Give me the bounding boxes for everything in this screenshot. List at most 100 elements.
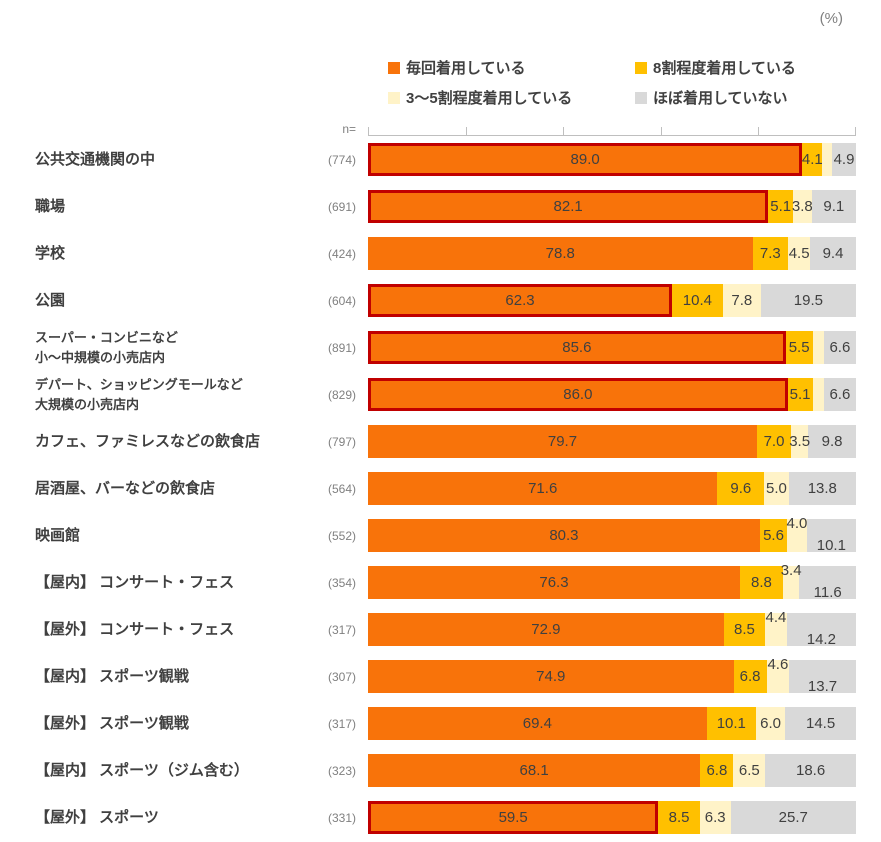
legend: 毎回着用している 8割程度着用している 3〜5割程度着用している ほぼ着用していない: [388, 57, 796, 108]
segment-always: 76.3: [368, 566, 740, 599]
segment-80pct: 7.3: [752, 237, 789, 270]
sample-size: (774): [327, 152, 356, 167]
segment-always: 79.7: [368, 425, 757, 458]
segment-30-50pct: 4.0: [786, 515, 807, 552]
segment-value: 71.6: [528, 480, 558, 497]
segment-value: 7.8: [731, 292, 753, 309]
category-label: 映画館: [35, 526, 81, 544]
segment-value: 4.1: [801, 151, 823, 168]
axis-tick: [758, 127, 760, 135]
segment-rarely: 9.8: [808, 425, 856, 458]
stacked-bar: 86.0 5.1 6.6: [368, 378, 856, 411]
segment-value: 14.2: [806, 631, 836, 648]
chart-row: 【屋内】 スポーツ観戦 (307) 74.9 6.8 4.6 13.7: [0, 653, 881, 700]
sample-size: (354): [327, 575, 356, 590]
chart-row: 【屋外】 コンサート・フェス (317) 72.9 8.5 4.4 14.2: [0, 606, 881, 653]
chart-row: 職場 (691) 82.1 5.1 3.8 9.1: [0, 183, 881, 230]
legend-item: 8割程度着用している: [635, 57, 796, 78]
segment-30-50pct: 4.5: [788, 237, 811, 270]
segment-80pct: 10.4: [672, 284, 723, 317]
segment-30-50pct: 5.0: [764, 472, 789, 505]
segment-80pct: 8.8: [739, 566, 783, 599]
segment-value: 89.0: [570, 151, 600, 168]
segment-always: 82.1: [368, 190, 769, 223]
axis-tick: [465, 127, 467, 135]
sample-size: (797): [327, 434, 356, 449]
n-header: n=: [342, 122, 356, 136]
segment-value: 6.6: [829, 339, 851, 356]
segment-rarely: 13.7: [789, 660, 856, 695]
category-label: 【屋内】 コンサート・フェス: [35, 573, 235, 591]
segment-30-50pct: 4.4: [765, 609, 787, 646]
segment-80pct: 7.0: [756, 425, 792, 458]
segment-30-50pct: [812, 331, 824, 364]
segment-value: 10.1: [716, 715, 746, 732]
stacked-bar: 85.6 5.5 6.6: [368, 331, 856, 364]
axis-tick: [855, 127, 856, 135]
segment-value: 8.5: [668, 809, 690, 826]
segment-value: 3.8: [791, 198, 813, 215]
legend-item: ほぼ着用していない: [635, 87, 796, 108]
category-label: 居酒屋、バーなどの飲食店: [35, 479, 216, 497]
segment-value: 79.7: [547, 433, 578, 450]
segment-30-50pct: 3.4: [781, 562, 802, 599]
sample-size: (317): [327, 716, 356, 731]
legend-item: 3〜5割程度着用している: [388, 87, 635, 108]
segment-value: 68.1: [519, 762, 549, 779]
bar-rows: 公共交通機関の中 (774) 89.0 4.1 4.9 職場 (691) 82.1 5.1 3.8…: [0, 136, 881, 841]
segment-always: 72.9: [368, 613, 724, 646]
axis-tick: [660, 127, 662, 135]
segment-rarely: 6.6: [823, 378, 856, 411]
category-label: 公共交通機関の中: [35, 150, 156, 168]
segment-value: 62.3: [505, 292, 535, 309]
segment-rarely: 19.5: [760, 284, 856, 317]
segment-value: 9.6: [730, 480, 752, 497]
segment-value: 6.5: [738, 762, 760, 779]
segment-always: 74.9: [368, 660, 734, 693]
legend-swatch-icon: [388, 61, 400, 74]
sample-size: (891): [327, 340, 356, 355]
segment-value: 5.6: [763, 527, 784, 544]
segment-rarely: 11.6: [799, 566, 856, 601]
segment-always: 69.4: [368, 707, 707, 740]
segment-value: 11.6: [813, 584, 842, 601]
sample-size: (552): [327, 528, 356, 543]
sample-size: (604): [327, 293, 356, 308]
segment-always: 59.5: [368, 801, 659, 834]
segment-value: 76.3: [539, 574, 569, 591]
segment-value: 5.5: [788, 339, 810, 356]
segment-value: 4.6: [767, 656, 789, 673]
segment-rarely: 9.1: [811, 190, 856, 223]
segment-value: 7.3: [759, 245, 781, 262]
stacked-bar: 79.7 7.0 3.5 9.8: [368, 425, 856, 458]
segment-value: 3.4: [780, 562, 802, 579]
segment-value: 6.8: [739, 668, 761, 685]
stacked-bar: 89.0 4.1 4.9: [368, 143, 856, 176]
segment-value: 6.3: [704, 809, 726, 826]
segment-value: 9.4: [822, 245, 844, 262]
stacked-bar: 82.1 5.1 3.8 9.1: [368, 190, 856, 223]
legend-label: 8割程度着用している: [653, 60, 796, 77]
segment-value: 14.5: [805, 715, 836, 732]
category-label: 【屋内】 スポーツ（ジム含む）: [35, 761, 249, 779]
segment-30-50pct: [822, 143, 833, 176]
chart-row: スーパー・コンビニなど 小〜中規模の小売店内 (891) 85.6 5.5 6.6: [0, 324, 881, 371]
segment-value: 78.8: [545, 245, 575, 262]
segment-80pct: 5.1: [768, 190, 794, 223]
segment-value: 10.1: [816, 537, 846, 554]
segment-value: 8.8: [750, 574, 772, 591]
chart-row: 学校 (424) 78.8 7.3 4.5 9.4: [0, 230, 881, 277]
segment-rarely: 10.1: [806, 519, 856, 554]
segment-value: 3.5: [789, 433, 811, 450]
segment-80pct: 5.6: [759, 519, 788, 552]
segment-always: 85.6: [368, 331, 786, 364]
sample-size: (424): [327, 246, 356, 261]
stacked-bar: 78.8 7.3 4.5 9.4: [368, 237, 856, 270]
category-label: 学校: [35, 244, 66, 262]
category-label: カフェ、ファミレスなどの飲食店: [35, 432, 261, 450]
category-label: 【屋外】 スポーツ: [35, 808, 159, 826]
segment-always: 78.8: [368, 237, 753, 270]
category-label: 【屋内】 スポーツ観戦: [35, 667, 189, 685]
legend-item: 毎回着用している: [388, 57, 635, 78]
